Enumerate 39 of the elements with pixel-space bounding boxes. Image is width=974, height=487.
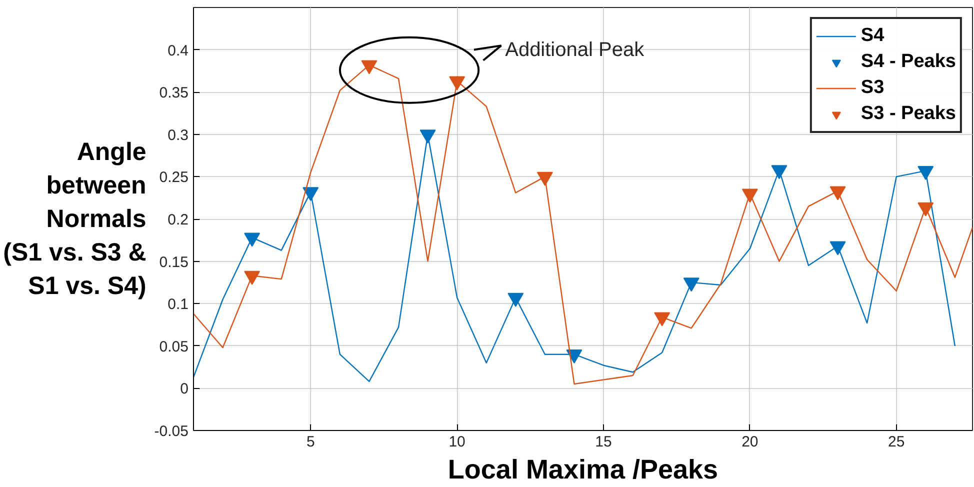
point bbox=[742, 188, 758, 203]
point bbox=[508, 292, 524, 307]
x-axis-title: Local Maxima /Peaks bbox=[448, 454, 718, 484]
legend-label: S4 - Peaks bbox=[860, 50, 956, 74]
point bbox=[449, 76, 466, 90]
point bbox=[830, 186, 846, 200]
annotation: Additional Peak bbox=[505, 38, 646, 61]
y-tick-label: 0.05 bbox=[159, 338, 189, 356]
y-tick-label: 0.2 bbox=[168, 212, 189, 228]
point bbox=[918, 202, 934, 216]
x-tick-label: 5 bbox=[306, 434, 315, 450]
point bbox=[302, 187, 319, 202]
y-tick-label: 0.3 bbox=[168, 126, 189, 144]
x-tick-label: 15 bbox=[595, 434, 612, 450]
legend-label: S3 bbox=[860, 76, 884, 100]
point bbox=[771, 165, 788, 180]
x-tick-label: 20 bbox=[742, 434, 758, 450]
y-tick-label: 0.15 bbox=[159, 254, 189, 271]
point bbox=[420, 130, 436, 144]
y-tick-label: 0 bbox=[180, 380, 188, 398]
x-tick-label: 25 bbox=[888, 434, 905, 450]
x-tick-label: 10 bbox=[448, 434, 466, 450]
point bbox=[918, 166, 934, 180]
legend-label: S4 bbox=[860, 24, 884, 48]
legend-label: S3 - Peaks bbox=[860, 102, 956, 126]
y-tick-label: 0.35 bbox=[159, 84, 189, 102]
point bbox=[654, 312, 670, 326]
y-tick-label: 0.4 bbox=[168, 42, 189, 60]
y-tick-label: 0.1 bbox=[168, 296, 189, 314]
y-tick-label: -0.05 bbox=[154, 423, 189, 440]
point bbox=[830, 241, 846, 256]
y-axis-title: Angle between Normals (S1 vs. S3 & S1 vs. S4) bbox=[3, 138, 146, 300]
point bbox=[244, 270, 260, 285]
point bbox=[244, 232, 260, 247]
point bbox=[536, 172, 553, 186]
point bbox=[683, 278, 700, 292]
point bbox=[361, 60, 378, 74]
point bbox=[566, 350, 582, 364]
y-tick-label: 0.25 bbox=[159, 169, 189, 186]
